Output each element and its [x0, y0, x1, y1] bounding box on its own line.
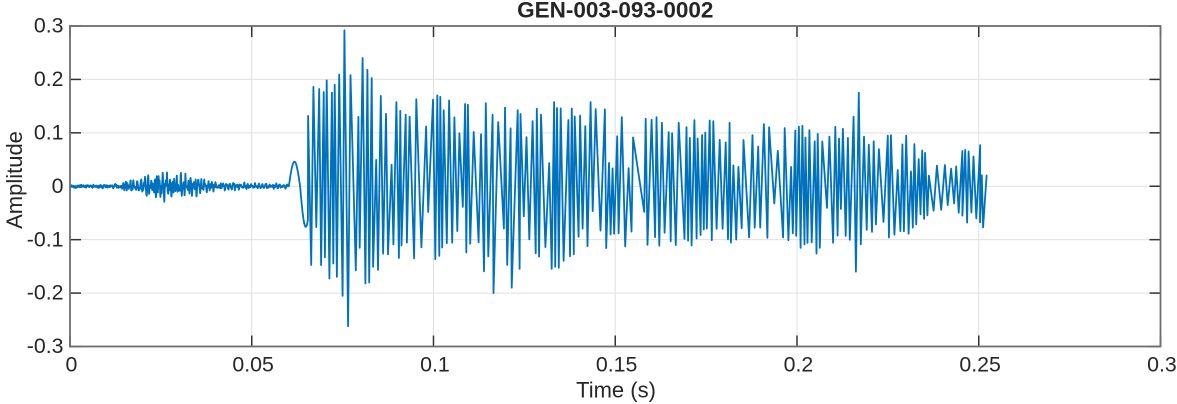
svg-text:0.2: 0.2 [784, 353, 814, 377]
svg-text:0.25: 0.25 [959, 353, 1000, 377]
svg-text:0: 0 [65, 353, 77, 377]
svg-text:Time (s): Time (s) [576, 377, 656, 402]
svg-text:0.05: 0.05 [232, 353, 273, 377]
svg-text:0.1: 0.1 [420, 353, 450, 377]
svg-text:0.3: 0.3 [34, 14, 64, 38]
svg-text:-0.1: -0.1 [27, 227, 64, 251]
svg-text:0.15: 0.15 [596, 353, 637, 377]
svg-text:Amplitude: Amplitude [2, 131, 27, 229]
svg-text:0.3: 0.3 [1147, 353, 1177, 377]
svg-text:-0.3: -0.3 [27, 334, 64, 358]
svg-text:GEN-003-093-0002: GEN-003-093-0002 [517, 0, 713, 22]
svg-text:-0.2: -0.2 [27, 281, 64, 305]
svg-text:0.1: 0.1 [34, 120, 64, 144]
svg-text:0: 0 [52, 174, 64, 198]
svg-text:0.2: 0.2 [34, 67, 64, 91]
